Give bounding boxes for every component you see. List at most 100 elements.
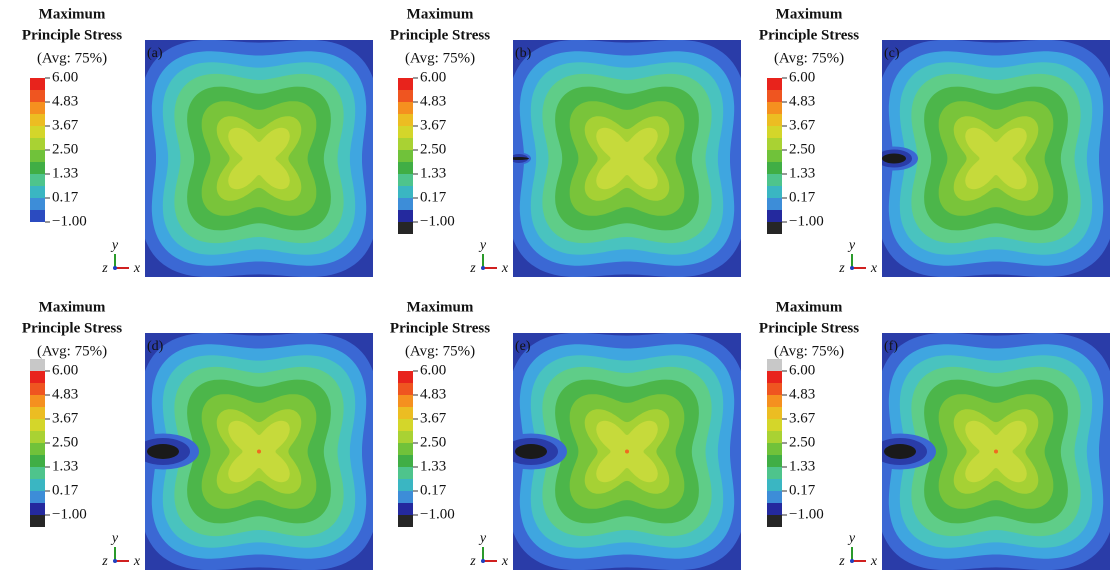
legend-band <box>767 371 782 383</box>
axis-label: y <box>110 238 119 253</box>
axis-label: z <box>838 261 845 276</box>
legend-band <box>398 407 413 419</box>
legend-tick-label: 4.83 <box>420 93 446 109</box>
legend-tick-label: 6.00 <box>789 69 815 85</box>
axis-label: y <box>478 238 487 253</box>
contour-plot <box>870 40 1115 277</box>
legend-band <box>767 515 782 527</box>
legend-band <box>30 359 45 371</box>
contour-plot <box>140 40 377 277</box>
legend-tick-label: 6.00 <box>52 362 78 378</box>
legend-band <box>30 491 45 503</box>
legend-band <box>398 431 413 443</box>
legend-band <box>30 126 45 138</box>
panel-label: (a) <box>147 46 163 61</box>
legend-subtitle: (Avg: 75%) <box>774 50 844 66</box>
legend-band <box>398 162 413 174</box>
legend-tick-label: −1.00 <box>420 213 455 229</box>
legend-band <box>30 78 45 90</box>
legend-tick-label: 1.33 <box>420 165 446 181</box>
legend-band <box>398 443 413 455</box>
legend-title: Principle Stress <box>390 320 490 336</box>
legend-band <box>767 359 782 371</box>
legend-tick-label: −1.00 <box>52 506 87 522</box>
legend-subtitle: (Avg: 75%) <box>405 50 475 66</box>
legend-subtitle: (Avg: 75%) <box>774 343 844 359</box>
legend-band <box>767 479 782 491</box>
legend-tick-label: 1.33 <box>789 165 815 181</box>
legend-band <box>398 186 413 198</box>
legend-tick-label: 2.50 <box>789 141 815 157</box>
legend-title: Maximum <box>39 299 106 315</box>
legend-band <box>30 90 45 102</box>
legend-band <box>30 515 45 527</box>
legend-band <box>30 503 45 515</box>
legend-band <box>767 186 782 198</box>
axis-label: x <box>870 554 878 569</box>
legend-band <box>767 419 782 431</box>
legend-band <box>30 443 45 455</box>
legend-tick-label: 4.83 <box>789 93 815 109</box>
legend-band <box>30 407 45 419</box>
legend-tick-label: 4.83 <box>789 386 815 402</box>
axis-origin <box>850 559 854 563</box>
legend-band <box>398 174 413 186</box>
legend-band <box>767 174 782 186</box>
legend-band <box>398 419 413 431</box>
legend-tick-label: 3.67 <box>420 117 447 133</box>
legend-band <box>767 198 782 210</box>
legend-title: Maximum <box>776 6 843 22</box>
axis-label: x <box>501 261 509 276</box>
legend-band <box>398 78 413 90</box>
legend-title: Principle Stress <box>22 27 122 43</box>
axis-label: x <box>133 261 141 276</box>
crack <box>147 444 179 459</box>
legend-tick-label: 4.83 <box>52 93 78 109</box>
legend-band <box>767 443 782 455</box>
legend-band <box>767 383 782 395</box>
legend-tick-label: 0.17 <box>52 189 79 205</box>
legend-tick-label: −1.00 <box>789 213 824 229</box>
legend-band <box>30 371 45 383</box>
legend-band <box>30 186 45 198</box>
legend-title: Principle Stress <box>390 27 490 43</box>
legend-title: Principle Stress <box>22 320 122 336</box>
legend-band <box>398 138 413 150</box>
legend-tick-label: 3.67 <box>789 117 816 133</box>
legend-band <box>30 102 45 114</box>
legend-subtitle: (Avg: 75%) <box>405 343 475 359</box>
centre-spot <box>625 450 629 454</box>
legend-tick-label: 2.50 <box>52 434 78 450</box>
legend-band <box>398 395 413 407</box>
legend-band <box>767 114 782 126</box>
legend-tick-label: 1.33 <box>420 458 446 474</box>
legend-band <box>398 126 413 138</box>
axis-label: y <box>847 238 856 253</box>
legend-band <box>767 455 782 467</box>
crack <box>882 154 906 164</box>
centre-spot <box>994 450 998 454</box>
legend-tick-label: 3.67 <box>420 410 447 426</box>
legend-band <box>398 150 413 162</box>
figure: Maximum Principle Stress (Avg: 75%) 6.00 4.8… <box>0 0 1115 574</box>
legend-tick-label: 1.33 <box>789 458 815 474</box>
legend-band <box>767 395 782 407</box>
legend-band <box>30 114 45 126</box>
centre-spot <box>257 450 261 454</box>
legend-tick-label: 3.67 <box>789 410 816 426</box>
crack <box>509 157 529 160</box>
legend-tick-label: 2.50 <box>789 434 815 450</box>
legend-band <box>30 431 45 443</box>
axis-origin <box>113 266 117 270</box>
legend-band <box>398 114 413 126</box>
legend-subtitle: (Avg: 75%) <box>37 343 107 359</box>
legend-title: Maximum <box>407 6 474 22</box>
panel-label: (b) <box>515 46 532 61</box>
legend-band <box>767 78 782 90</box>
panel-label: (e) <box>515 339 531 354</box>
legend-band <box>30 174 45 186</box>
